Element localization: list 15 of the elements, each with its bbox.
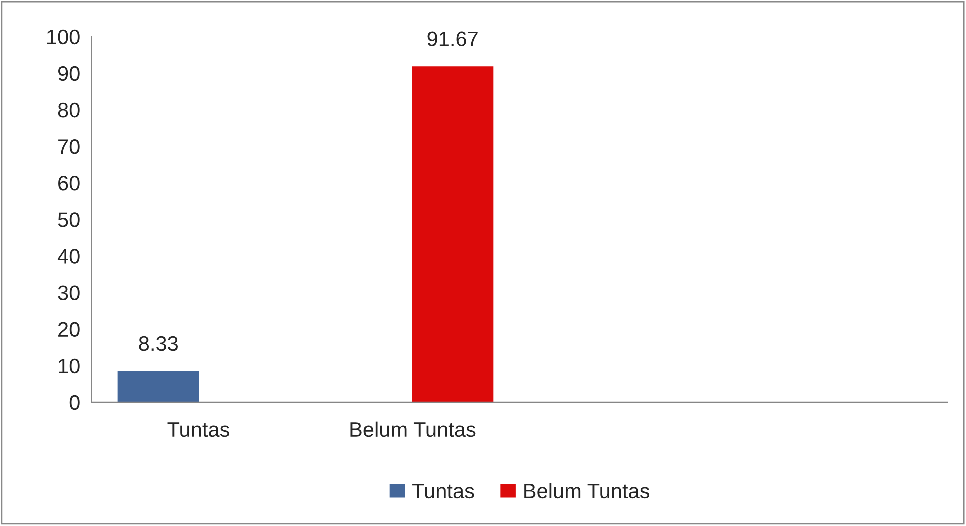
y-tick-label: 80 — [58, 102, 80, 118]
data-label: 91.67 — [428, 32, 478, 46]
y-tick-label: 30 — [58, 286, 80, 300]
y-tick-label: 20 — [58, 322, 80, 338]
y-tick-label: 60 — [58, 176, 80, 191]
y-tick-label: 0 — [70, 395, 80, 410]
y-tick-label: 90 — [58, 66, 80, 82]
legend-label: Belum Tuntas — [524, 483, 650, 499]
y-tick-label: 50 — [58, 212, 80, 228]
data-label: 8.33 — [139, 336, 178, 352]
y-tick-label: 40 — [58, 249, 80, 264]
legend-label: Tuntas — [412, 484, 474, 499]
y-tick-label: 100 — [47, 30, 80, 45]
y-tick-label: 10 — [59, 358, 80, 374]
y-tick-label: 70 — [58, 139, 80, 154]
